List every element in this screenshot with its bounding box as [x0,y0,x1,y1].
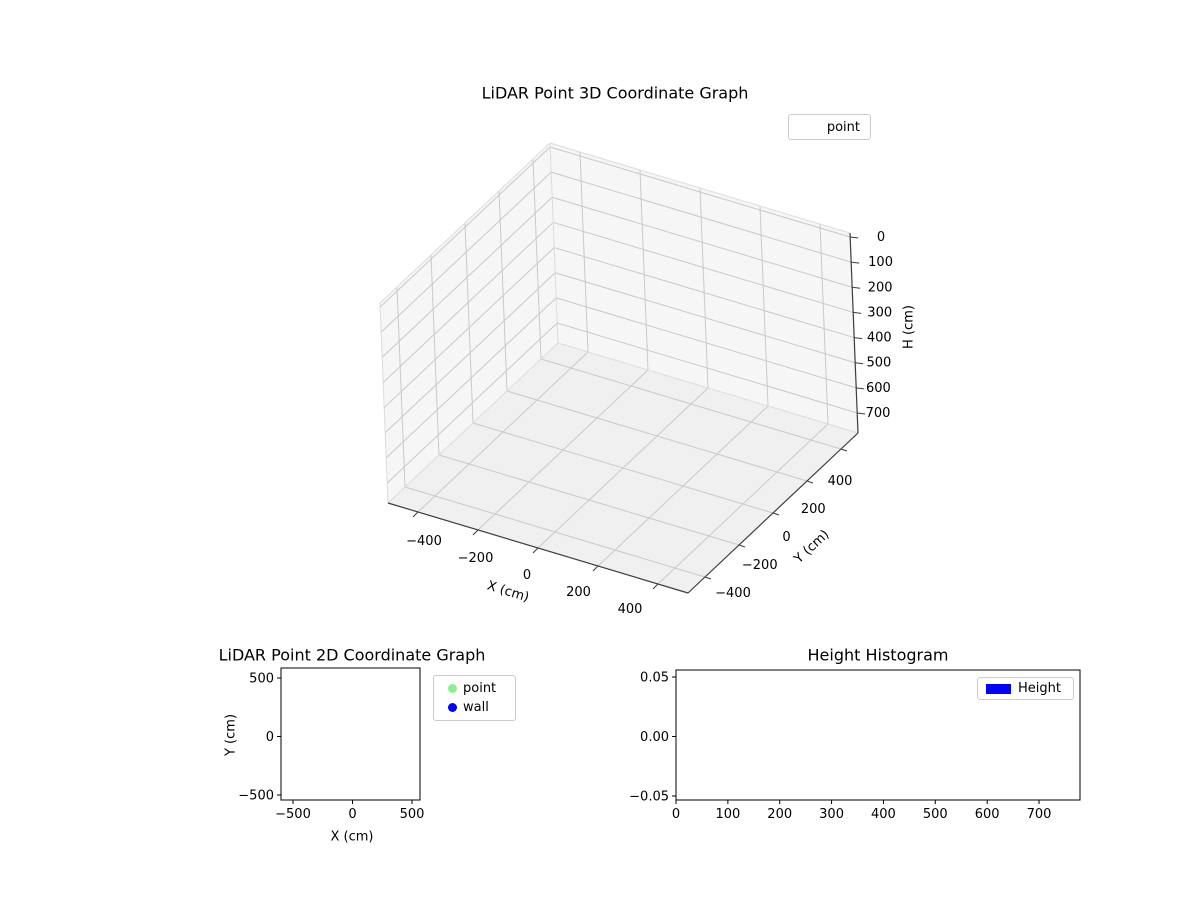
plot2d-frame [280,667,421,801]
plot2d-tick-labels: −500 0 500 −500 0 500 [238,672,424,823]
svg-text:−500: −500 [275,807,311,822]
svg-text:500: 500 [923,807,948,822]
hist-title: Height Histogram [807,645,949,665]
svg-text:200: 200 [767,807,792,822]
svg-text:300: 300 [867,305,892,320]
point-marker-empty [799,122,820,132]
plot3d-legend: point [788,114,871,140]
plot2d-ylabel: Y (cm) [223,713,239,757]
svg-text:700: 700 [866,406,891,421]
svg-text:0: 0 [266,730,274,745]
plot3d-zlabel: H (cm) [901,305,917,349]
svg-text:200: 200 [868,280,893,295]
hist-tick-labels: 0 100 200 300 400 500 600 700 −0.05 0.00 0.05 [629,671,1051,823]
height-swatch [986,683,1011,694]
svg-text:400: 400 [867,331,892,346]
svg-text:−500: −500 [238,789,274,804]
plot2d-legend-point-label: point [463,680,497,696]
plot2d-legend-entry-wall: wall [448,700,515,715]
plot2d-title: LiDAR Point 2D Coordinate Graph [218,645,486,665]
hist-frame [675,669,1081,801]
plot2d-xlabel: X (cm) [330,829,374,845]
svg-text:500: 500 [866,356,891,371]
hist-ticks [672,676,1040,804]
plot3d-tick-labels: −400−2000200400−400−20002004000100200300… [406,230,893,617]
plot2d-ticks [277,677,413,804]
svg-text:100: 100 [868,255,893,270]
svg-text:−200: −200 [742,558,778,573]
svg-text:700: 700 [1027,807,1052,822]
svg-text:600: 600 [975,807,1000,822]
svg-text:500: 500 [400,807,425,822]
point-marker [448,683,457,693]
svg-text:0: 0 [782,530,790,545]
svg-text:0.05: 0.05 [640,671,669,686]
svg-text:400: 400 [828,474,853,489]
svg-text:0.00: 0.00 [640,730,669,745]
svg-text:0: 0 [672,807,680,822]
svg-text:400: 400 [618,602,643,617]
svg-text:100: 100 [715,807,740,822]
hist-legend: Height [977,677,1074,700]
svg-text:−400: −400 [406,534,442,549]
svg-text:400: 400 [871,807,896,822]
svg-text:0: 0 [348,807,356,822]
wall-marker [448,703,457,713]
plot3d-panes [380,143,858,593]
plot3d-pane-edges [379,142,859,504]
svg-text:0: 0 [877,230,885,245]
hist-legend-label: Height [1018,681,1061,696]
svg-text:300: 300 [819,807,844,822]
svg-text:500: 500 [249,672,274,687]
plot3d-ticks [412,236,866,590]
svg-text:−400: −400 [715,586,751,601]
plot2d-legend-wall-label: wall [463,700,489,716]
svg-text:−0.05: −0.05 [629,790,669,805]
svg-text:−200: −200 [458,551,494,566]
plot2d-legend: point wall [433,675,516,721]
svg-text:0: 0 [523,568,531,583]
plot2d-legend-entry-point: point [448,681,515,696]
svg-text:200: 200 [566,585,591,600]
svg-text:600: 600 [866,381,891,396]
plot3d-grid [379,146,858,585]
plot3d-title: LiDAR Point 3D Coordinate Graph [481,83,749,103]
plot3d-legend-label: point [826,119,860,135]
svg-text:200: 200 [801,502,826,517]
